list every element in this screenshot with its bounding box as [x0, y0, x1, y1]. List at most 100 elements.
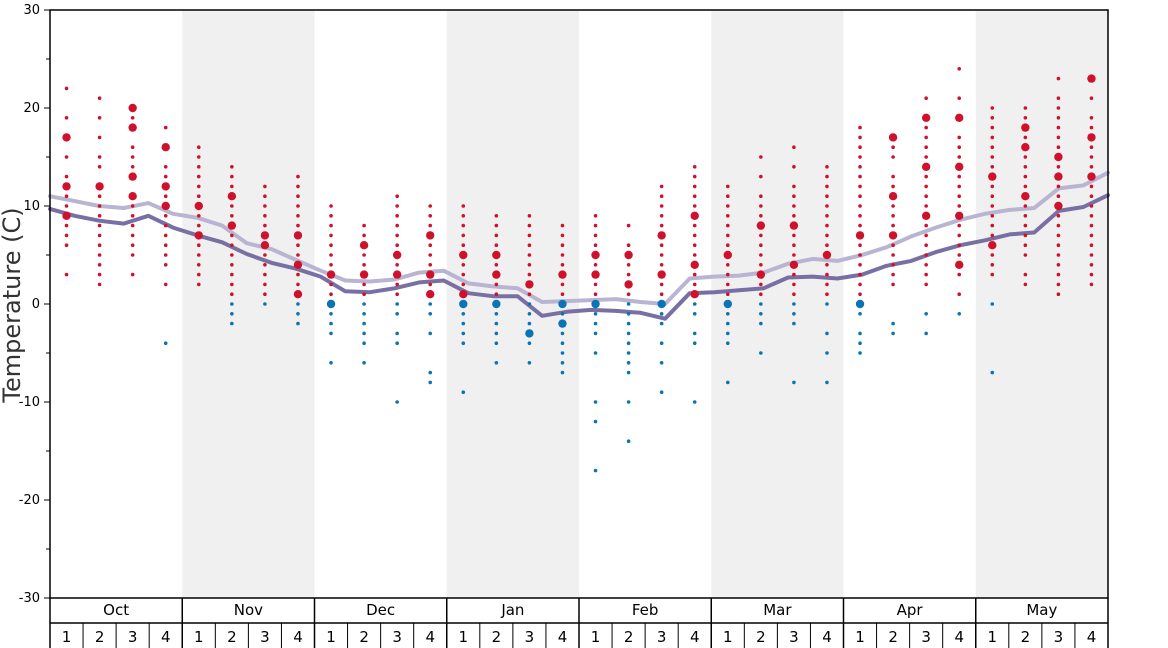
temperature-dot: [957, 253, 962, 257]
temperature-dot: [957, 135, 962, 140]
temperature-dot: [560, 312, 565, 316]
temperature-dot: [690, 260, 699, 269]
temperature-dot: [560, 223, 565, 228]
temperature-dot: [957, 243, 962, 247]
temperature-dot: [362, 263, 366, 267]
temperature-dot: [957, 312, 962, 316]
temperature-dot: [858, 292, 862, 297]
temperature-dot: [230, 204, 234, 208]
temperature-dot: [1054, 172, 1063, 181]
temperature-dot: [591, 270, 600, 279]
temperature-dot: [461, 321, 466, 326]
temperature-dot: [1056, 165, 1061, 169]
temperature-dot: [792, 145, 796, 149]
temperature-dot: [957, 204, 962, 208]
temperature-dot: [230, 214, 234, 218]
temperature-dot: [163, 243, 168, 247]
temperature-dot: [461, 204, 466, 208]
temperature-dot: [461, 214, 466, 218]
temperature-dot: [1056, 214, 1061, 218]
temperature-dot: [593, 214, 598, 218]
temperature-dot: [97, 214, 102, 218]
temperature-dot: [626, 302, 631, 306]
temperature-dot: [296, 223, 300, 228]
temperature-dot: [230, 233, 234, 238]
temperature-dot: [329, 263, 333, 267]
temperature-dot: [593, 419, 598, 424]
temperature-dot: [858, 223, 862, 228]
temperature-dot: [593, 233, 598, 238]
temperature-dot: [527, 312, 532, 316]
temperature-dot: [1087, 172, 1096, 181]
temperature-dot: [692, 312, 697, 316]
temperature-dot: [560, 370, 565, 375]
temperature-dot: [296, 184, 300, 189]
temperature-dot: [293, 231, 303, 240]
temperature-dot: [924, 312, 928, 316]
temperature-dot: [692, 253, 697, 257]
week-label: 4: [293, 628, 303, 646]
temperature-dot: [329, 312, 333, 316]
temperature-dot: [792, 194, 796, 198]
temperature-dot: [858, 312, 862, 316]
temperature-dot: [593, 331, 598, 336]
temperature-dot: [1056, 282, 1061, 287]
temperature-dot: [263, 253, 267, 257]
temperature-dot: [825, 184, 829, 189]
temperature-dot: [196, 243, 201, 247]
temperature-dot: [492, 299, 501, 309]
temperature-dot: [362, 223, 366, 228]
temperature-dot: [957, 223, 962, 228]
temperature-dot: [163, 125, 168, 130]
temperature-dot: [461, 233, 466, 238]
temperature-dot: [426, 231, 435, 240]
temperature-dot: [362, 331, 366, 336]
temperature-dot: [395, 331, 399, 336]
temperature-dot: [461, 312, 466, 316]
temperature-dot: [196, 155, 201, 159]
temperature-dot: [692, 174, 697, 179]
temperature-dot: [692, 331, 697, 336]
temperature-dot: [924, 223, 928, 228]
temperature-dot: [891, 155, 895, 159]
temperature-dot: [163, 341, 168, 346]
temperature-dot: [558, 319, 567, 328]
temperature-dot: [957, 174, 962, 179]
temperature-dot: [426, 290, 435, 299]
temperature-dot: [591, 250, 600, 260]
temperature-dot: [196, 184, 201, 189]
temperature-dot: [626, 292, 631, 297]
temperature-dot: [723, 299, 732, 309]
temperature-dot: [1054, 201, 1063, 211]
temperature-dot: [792, 282, 796, 287]
temperature-dot: [161, 143, 170, 152]
temperature-dot: [659, 282, 664, 287]
temperature-dot: [196, 272, 201, 277]
temperature-dot: [924, 253, 928, 257]
temperature-dot: [1089, 243, 1094, 247]
temperature-dot: [955, 113, 964, 123]
temperature-dot: [560, 361, 565, 365]
temperature-dot: [990, 194, 995, 198]
temperature-dot: [296, 204, 300, 208]
temperature-dot: [560, 253, 565, 257]
temperature-dot: [626, 272, 631, 277]
temperature-dot: [428, 380, 433, 385]
temperature-dot: [130, 145, 135, 149]
week-label: 2: [624, 628, 634, 646]
temperature-dot: [459, 250, 468, 260]
temperature-dot: [428, 223, 433, 228]
temperature-dot: [527, 233, 532, 238]
temperature-dot: [494, 341, 499, 346]
temperature-dot: [692, 233, 697, 238]
temperature-dot: [825, 174, 829, 179]
week-label: 3: [657, 628, 667, 646]
temperature-dot: [858, 145, 862, 149]
week-label: 2: [888, 628, 898, 646]
temperature-dot: [593, 282, 598, 287]
temperature-dot: [359, 270, 369, 279]
temperature-dot: [97, 233, 102, 238]
temperature-dot: [296, 174, 300, 179]
temperature-dot: [858, 135, 862, 140]
temperature-dot: [759, 292, 763, 297]
